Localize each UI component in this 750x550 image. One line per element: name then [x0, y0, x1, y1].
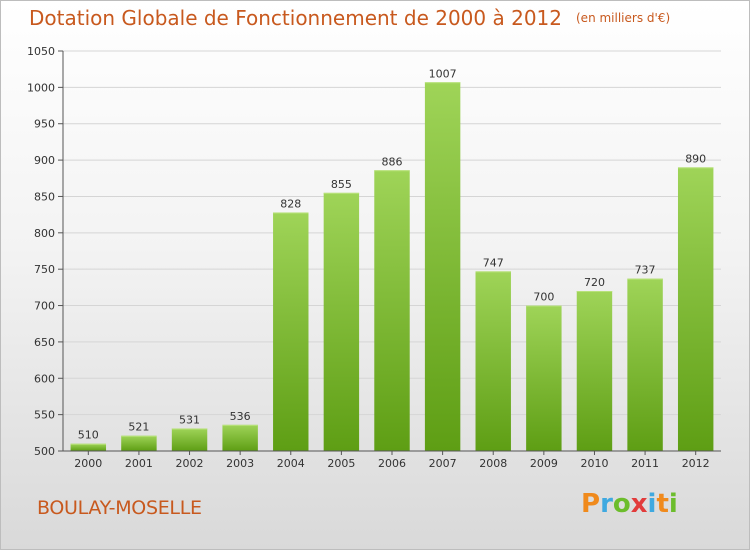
y-tick-label: 1000	[27, 81, 55, 94]
x-tick-label: 2001	[125, 457, 153, 470]
bar-value-label: 855	[331, 178, 352, 191]
bar	[222, 424, 258, 451]
brand-letter: o	[612, 489, 631, 519]
x-tick-label: 2010	[580, 457, 608, 470]
y-tick-label: 900	[34, 154, 55, 167]
bar	[323, 192, 360, 451]
y-tick-label: 700	[34, 300, 55, 313]
bar	[475, 271, 511, 451]
y-tick-label: 1050	[27, 45, 55, 58]
brand-letter: r	[600, 489, 613, 519]
bar	[576, 291, 613, 451]
chart-unit: (en milliers d'€)	[576, 11, 671, 25]
y-tick-label: 950	[34, 118, 55, 131]
bar-value-label: 536	[230, 410, 251, 423]
x-tick-label: 2003	[226, 457, 254, 470]
x-tick-label: 2000	[74, 457, 102, 470]
y-tick-label: 650	[34, 336, 55, 349]
bar-value-label: 510	[78, 429, 99, 442]
bar-value-label: 886	[382, 155, 403, 168]
bars	[70, 82, 714, 452]
bar-value-label: 1007	[429, 67, 457, 80]
bar	[526, 305, 562, 451]
bar	[171, 428, 208, 451]
bar-value-label: 521	[128, 421, 149, 434]
y-tick-label: 550	[34, 409, 55, 422]
bar-value-label: 747	[483, 256, 504, 269]
bar	[70, 443, 107, 451]
brand-letter: P	[581, 489, 601, 519]
x-tick-label: 2007	[429, 457, 457, 470]
x-tick-label: 2012	[682, 457, 710, 470]
chart-title-text: Dotation Globale de Fonctionnement de 20…	[29, 6, 562, 30]
bar	[424, 82, 461, 451]
y-tick-label: 500	[34, 445, 55, 458]
brand-letter: i	[647, 489, 657, 519]
bar-value-label: 890	[685, 152, 706, 165]
bar	[374, 170, 410, 452]
brand-logo: Proxiti	[581, 489, 678, 519]
x-tick-label: 2005	[327, 457, 355, 470]
bar	[273, 212, 309, 451]
bar	[627, 278, 663, 451]
location-name: BOULAY-MOSELLE	[37, 497, 202, 519]
x-tick-label: 2008	[479, 457, 507, 470]
bar-value-label: 720	[584, 276, 605, 289]
y-tick-label: 750	[34, 263, 55, 276]
y-tick-label: 850	[34, 190, 55, 203]
axes	[58, 50, 721, 455]
bar-value-label: 737	[635, 264, 656, 277]
brand-letter: t	[656, 489, 669, 519]
brand-letter: x	[630, 489, 648, 519]
labels: 500 550 600 650 700 750 800 850 900 950 1000 1050 51…	[27, 45, 710, 470]
y-tick-label: 600	[34, 372, 55, 385]
x-tick-label: 2004	[277, 457, 305, 470]
x-tick-label: 2006	[378, 457, 406, 470]
y-tick-label: 800	[34, 227, 55, 240]
bar-value-label: 531	[179, 413, 200, 426]
chart-title: Dotation Globale de Fonctionnement de 20…	[29, 6, 670, 30]
x-tick-label: 2011	[631, 457, 659, 470]
x-tick-label: 2009	[530, 457, 558, 470]
brand-letter: i	[668, 489, 678, 519]
bar	[677, 167, 714, 451]
bar-value-label: 700	[533, 291, 554, 304]
bar	[121, 435, 157, 451]
x-tick-label: 2002	[176, 457, 204, 470]
bar-value-label: 828	[280, 197, 301, 210]
